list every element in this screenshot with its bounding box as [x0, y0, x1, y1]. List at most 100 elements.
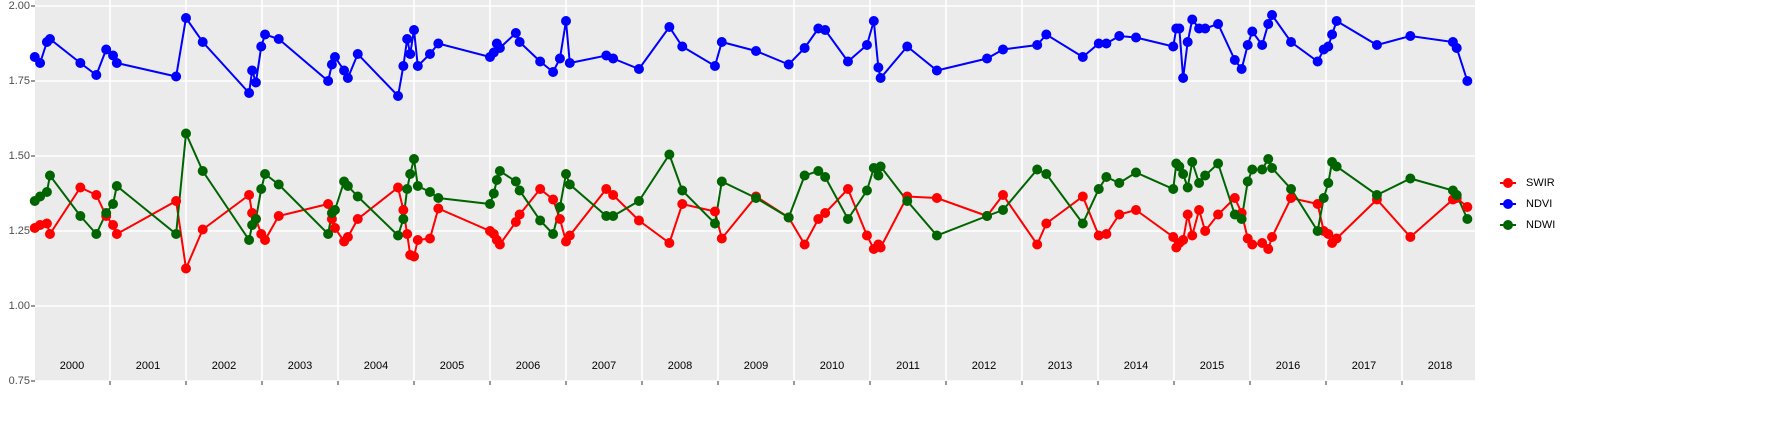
- data-point: [1451, 190, 1462, 200]
- data-point: [256, 41, 267, 52]
- data-point: [1131, 32, 1141, 43]
- data-point: [813, 166, 824, 176]
- data-point: [554, 53, 565, 64]
- x-tick-label: 2009: [744, 360, 768, 372]
- data-point: [820, 172, 831, 182]
- data-point: [716, 176, 727, 187]
- data-point: [1174, 23, 1185, 34]
- data-point: [1286, 37, 1297, 47]
- data-point: [709, 206, 720, 217]
- data-point: [510, 28, 521, 38]
- data-point: [514, 37, 525, 47]
- data-point: [91, 70, 102, 80]
- data-point: [1131, 205, 1141, 215]
- data-point: [1032, 40, 1043, 50]
- data-point: [108, 50, 119, 61]
- data-point: [564, 230, 575, 241]
- data-point: [1187, 14, 1198, 25]
- data-point: [41, 187, 52, 197]
- data-point: [101, 208, 112, 218]
- data-point: [1405, 31, 1416, 41]
- data-point: [601, 211, 612, 221]
- x-tick-label: 2000: [60, 360, 84, 372]
- data-point: [842, 56, 853, 67]
- data-point: [393, 91, 404, 101]
- data-point: [197, 224, 208, 235]
- data-point: [677, 185, 688, 196]
- data-point: [1200, 170, 1211, 181]
- data-point: [902, 41, 913, 52]
- data-point: [250, 214, 261, 224]
- data-point: [1174, 161, 1185, 172]
- data-point: [564, 58, 575, 68]
- x-tick-label: 2012: [972, 360, 996, 372]
- data-point: [1323, 41, 1334, 52]
- data-point: [342, 73, 353, 83]
- y-tick-label: 1.00: [9, 300, 30, 312]
- data-point: [398, 205, 409, 215]
- data-point: [1187, 230, 1198, 241]
- data-point: [608, 53, 619, 64]
- data-point: [548, 229, 559, 239]
- data-point: [260, 235, 271, 245]
- data-point: [931, 193, 942, 203]
- data-point: [633, 196, 644, 206]
- data-point: [861, 185, 872, 196]
- data-point: [1200, 23, 1211, 34]
- data-point: [412, 235, 423, 245]
- data-point: [875, 161, 886, 172]
- data-point: [273, 34, 284, 44]
- data-point: [510, 217, 521, 227]
- data-point: [1257, 238, 1268, 248]
- data-point: [111, 229, 122, 239]
- data-point: [323, 229, 334, 239]
- data-point: [664, 238, 675, 248]
- data-point: [326, 59, 337, 70]
- data-point: [1182, 209, 1193, 220]
- data-point: [256, 184, 267, 194]
- data-point: [664, 22, 675, 32]
- x-tick-label: 2015: [1200, 360, 1224, 372]
- data-point: [633, 215, 644, 226]
- data-point: [861, 230, 872, 241]
- data-point: [273, 211, 284, 221]
- data-point: [111, 58, 122, 68]
- x-tick-label: 2004: [364, 360, 388, 372]
- data-point: [1229, 55, 1240, 65]
- data-point: [861, 40, 872, 50]
- data-point: [1168, 184, 1179, 194]
- legend-marker: [1503, 199, 1513, 209]
- data-point: [393, 182, 404, 193]
- data-point: [514, 209, 525, 220]
- data-point: [601, 184, 612, 194]
- y-tick-label: 1.25: [9, 225, 30, 237]
- data-point: [535, 184, 546, 194]
- data-point: [1267, 10, 1278, 20]
- data-point: [564, 179, 575, 190]
- data-point: [1257, 164, 1268, 175]
- data-point: [352, 49, 363, 59]
- data-point: [799, 239, 810, 250]
- data-point: [323, 199, 334, 209]
- data-point: [171, 196, 182, 206]
- data-point: [1451, 43, 1462, 53]
- data-point: [402, 184, 413, 194]
- x-tick-label: 2014: [1124, 360, 1148, 372]
- data-point: [424, 233, 435, 244]
- data-point: [998, 190, 1008, 200]
- data-point: [1331, 16, 1342, 26]
- data-point: [244, 235, 255, 245]
- data-point: [405, 49, 416, 59]
- data-point: [433, 203, 444, 214]
- data-point: [244, 88, 255, 98]
- data-point: [1213, 19, 1224, 29]
- data-point: [197, 166, 208, 176]
- data-point: [398, 61, 409, 71]
- data-point: [1114, 209, 1125, 220]
- data-point: [1032, 164, 1043, 175]
- data-point: [875, 242, 886, 253]
- data-point: [664, 149, 675, 160]
- data-point: [1242, 176, 1253, 187]
- data-point: [813, 214, 824, 224]
